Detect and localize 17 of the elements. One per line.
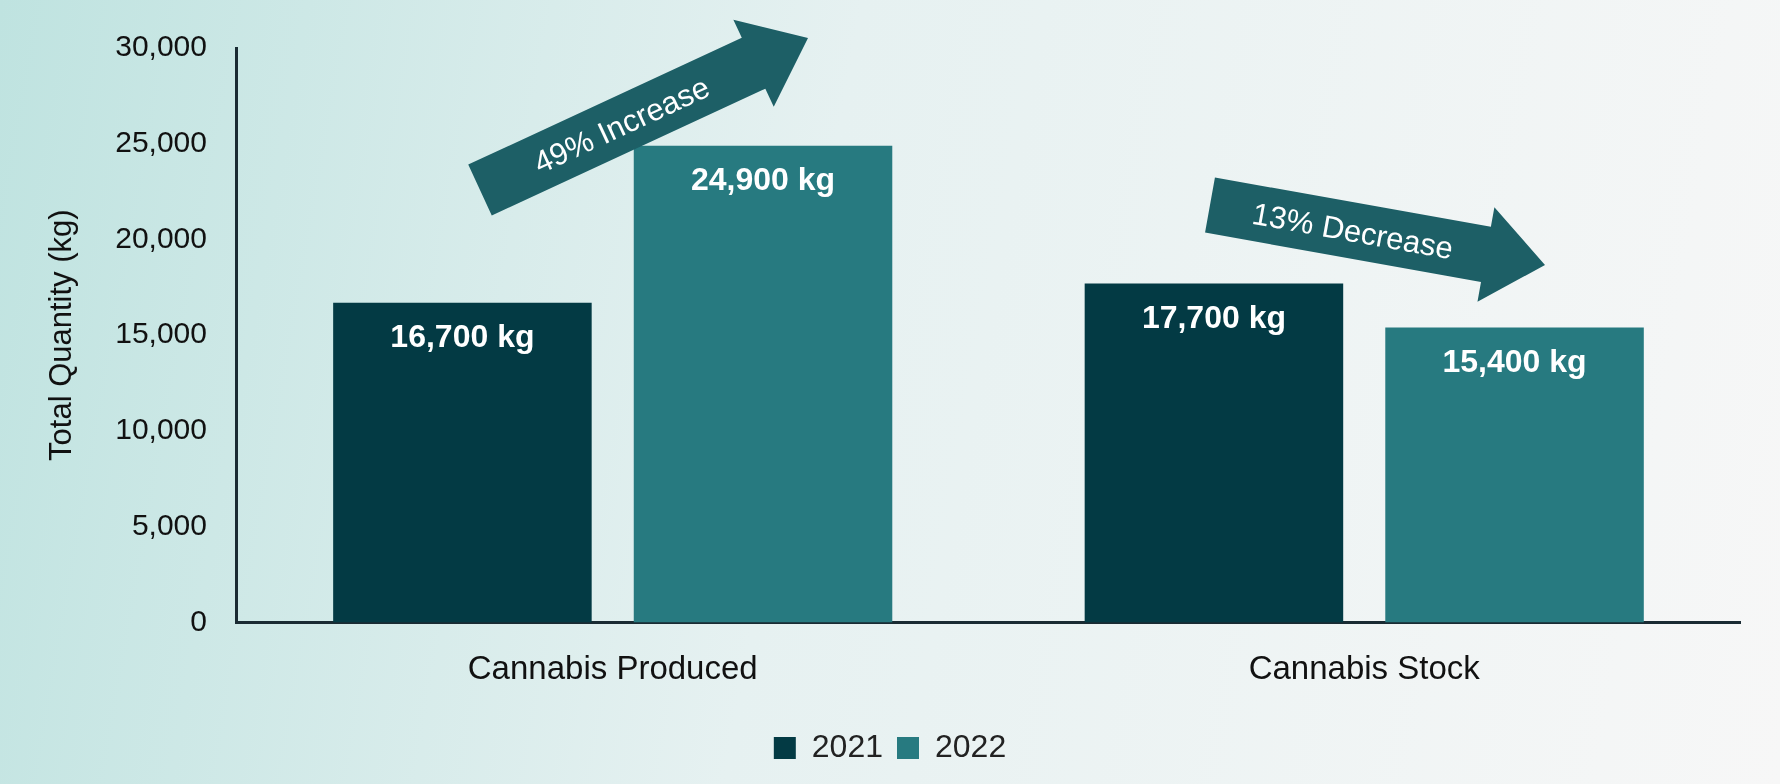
x-tick-label: Cannabis Produced: [467, 649, 758, 687]
annotation: 13% Decrease: [1249, 195, 1456, 267]
y-tick-label: 30,000: [115, 29, 207, 63]
data-label: 15,400 kg: [1442, 343, 1587, 380]
y-tick-label: 25,000: [115, 125, 207, 158]
data-label: 16,700 kg: [390, 318, 535, 355]
y-tick-label: 10,000: [115, 412, 207, 446]
legend-label: 2021: [811, 727, 883, 764]
y-tick-label: 20,000: [115, 220, 207, 254]
y-tick-label: 5,000: [131, 507, 207, 541]
x-tick-label: Cannabis Stock: [1248, 649, 1481, 687]
y-tick-label: 0: [190, 603, 207, 637]
data-label: 17,700 kg: [1141, 299, 1286, 336]
y-tick-label: 15,000: [115, 316, 207, 350]
y-axis-title: Total Quantity (kg): [43, 209, 79, 461]
data-label: 24,900 kg: [690, 161, 836, 198]
legend-label: 2022: [935, 727, 1007, 764]
